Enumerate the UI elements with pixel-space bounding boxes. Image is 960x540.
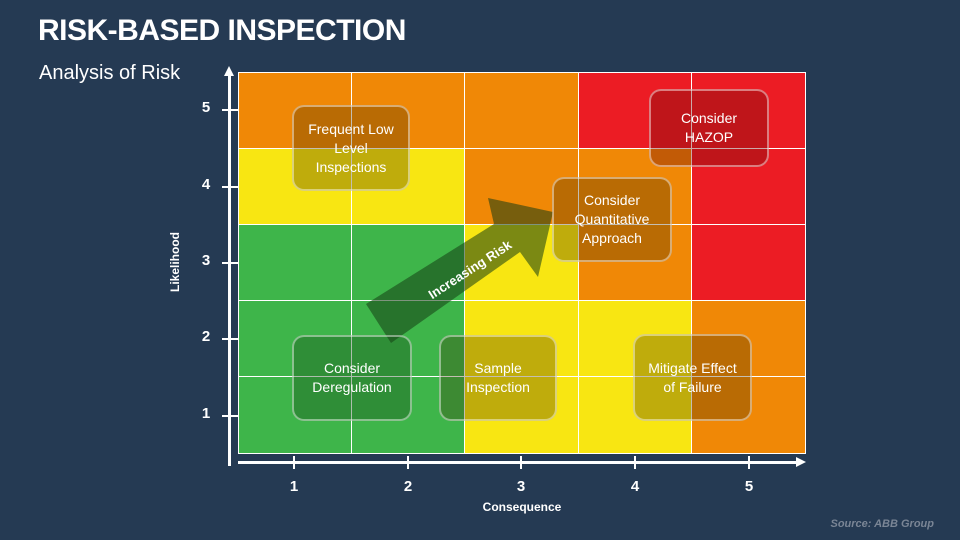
y-tick-label-2: 2 xyxy=(201,328,211,345)
y-tick-2 xyxy=(222,338,238,340)
x-tick-label-3: 3 xyxy=(516,478,526,495)
box-frequent-inspections: Frequent Low Level Inspections xyxy=(292,105,410,191)
cell-r4-c4 xyxy=(578,149,692,225)
source-note: Source: ABB Group xyxy=(830,518,935,530)
cell-r5-c5 xyxy=(691,73,805,149)
box-consider-hazop: Consider HAZOP xyxy=(649,89,769,167)
x-axis-line xyxy=(238,461,798,464)
cell-r4-c2 xyxy=(352,149,466,225)
page-subtitle: Analysis of Risk xyxy=(39,62,181,84)
x-tick-5 xyxy=(748,456,750,469)
page-title: RISK-BASED INSPECTION xyxy=(38,14,406,47)
cell-r5-c3 xyxy=(465,73,579,149)
y-tick-3 xyxy=(222,262,238,264)
cell-r3-c1 xyxy=(239,225,353,301)
x-tick-3 xyxy=(520,456,522,469)
y-tick-label-5: 5 xyxy=(201,99,211,116)
box-consider-deregulation: Consider Deregulation xyxy=(292,335,412,421)
y-axis-line xyxy=(228,72,231,466)
box-consider-quantitative: Consider Quantitative Approach xyxy=(552,177,672,262)
cell-r4-c5 xyxy=(691,149,805,225)
cell-r3-c4 xyxy=(578,225,692,301)
x-tick-label-1: 1 xyxy=(289,478,299,495)
x-tick-label-4: 4 xyxy=(630,478,640,495)
y-tick-5 xyxy=(222,109,238,111)
y-tick-4 xyxy=(222,186,238,188)
x-axis-arrowhead-icon xyxy=(796,457,806,467)
cell-r5-c4 xyxy=(578,73,692,149)
cell-r2-c3 xyxy=(465,301,579,377)
cell-r3-c5 xyxy=(691,225,805,301)
y-tick-label-3: 3 xyxy=(201,252,211,269)
y-tick-1 xyxy=(222,415,238,417)
x-axis-title: Consequence xyxy=(482,500,562,514)
y-axis-arrowhead-icon xyxy=(224,66,234,76)
cell-r1-c3 xyxy=(465,377,579,453)
x-tick-label-2: 2 xyxy=(403,478,413,495)
box-sample-inspection: Sample Inspection xyxy=(439,335,557,421)
y-tick-label-1: 1 xyxy=(201,405,211,422)
x-tick-4 xyxy=(634,456,636,469)
x-tick-2 xyxy=(407,456,409,469)
x-tick-1 xyxy=(293,456,295,469)
y-tick-label-4: 4 xyxy=(201,176,211,193)
box-mitigate-failure: Mitigate Effect of Failure xyxy=(633,334,752,421)
x-tick-label-5: 5 xyxy=(744,478,754,495)
